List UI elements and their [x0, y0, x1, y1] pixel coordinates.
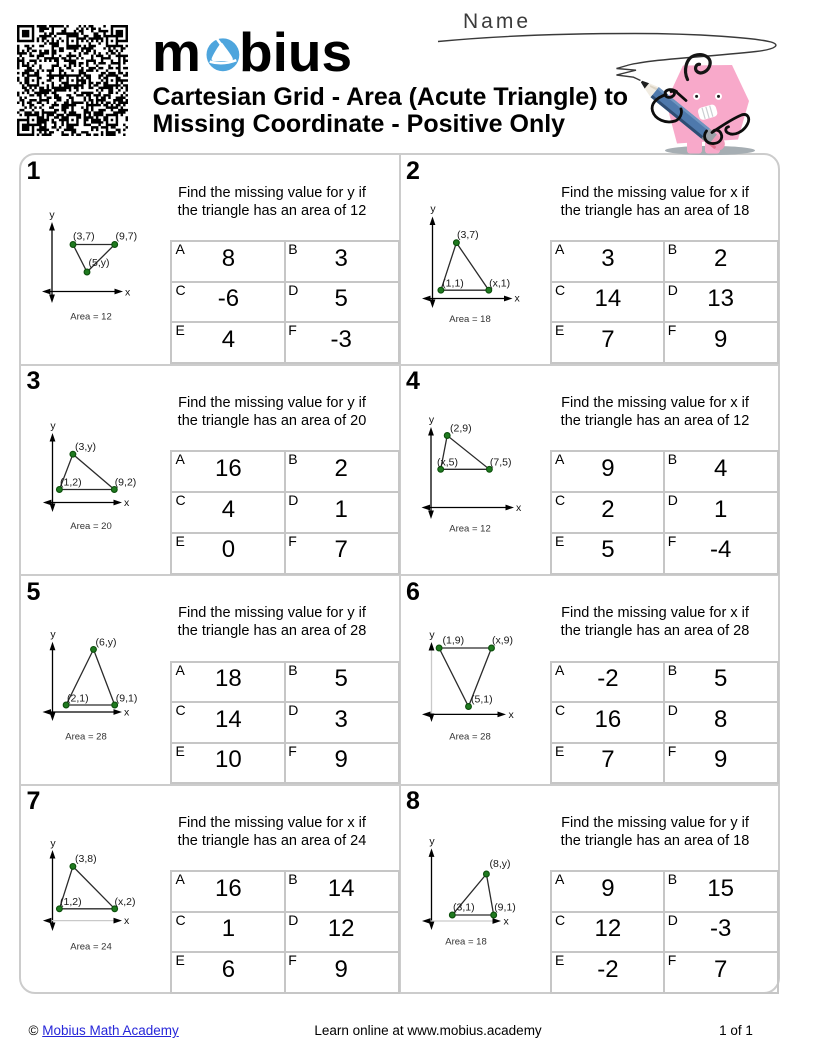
- svg-text:y: y: [50, 629, 56, 641]
- svg-text:x: x: [125, 287, 131, 299]
- svg-text:y: y: [49, 209, 55, 221]
- svg-text:(2,1): (2,1): [67, 692, 89, 704]
- svg-text:(3,y): (3,y): [75, 441, 96, 453]
- svg-text:Area = 28: Area = 28: [65, 732, 106, 743]
- svg-text:(9,7): (9,7): [116, 231, 138, 243]
- svg-text:(2,9): (2,9): [450, 423, 472, 435]
- svg-text:(x,1): (x,1): [489, 277, 510, 289]
- svg-text:y: y: [429, 629, 435, 641]
- svg-text:y: y: [50, 838, 56, 850]
- svg-text:y: y: [430, 203, 436, 215]
- svg-text:x: x: [124, 915, 130, 927]
- svg-text:y: y: [429, 414, 435, 426]
- svg-text:x: x: [124, 707, 130, 719]
- svg-text:(3,7): (3,7): [73, 231, 95, 243]
- svg-text:Area = 18: Area = 18: [445, 937, 486, 948]
- svg-text:(5,y): (5,y): [89, 257, 110, 269]
- svg-text:x: x: [516, 502, 522, 514]
- svg-text:(3,1): (3,1): [453, 901, 475, 913]
- svg-text:Area = 12: Area = 12: [449, 524, 490, 535]
- svg-text:(9,2): (9,2): [115, 477, 137, 489]
- svg-text:(1,2): (1,2): [60, 477, 82, 489]
- svg-text:(x,5): (x,5): [437, 457, 458, 469]
- svg-text:Area = 18: Area = 18: [449, 314, 490, 325]
- svg-text:(5,1): (5,1): [471, 693, 493, 705]
- svg-text:(1,9): (1,9): [443, 635, 465, 647]
- svg-text:(3,8): (3,8): [75, 853, 97, 865]
- svg-text:x: x: [515, 293, 521, 305]
- svg-text:x: x: [124, 497, 130, 509]
- svg-text:Area = 28: Area = 28: [449, 732, 490, 743]
- svg-text:(3,7): (3,7): [457, 229, 479, 241]
- svg-text:y: y: [429, 836, 435, 848]
- svg-text:(1,2): (1,2): [60, 896, 82, 908]
- svg-text:(7,5): (7,5): [490, 457, 512, 469]
- svg-text:(1,1): (1,1): [442, 277, 464, 289]
- svg-text:Area = 24: Area = 24: [70, 942, 111, 953]
- svg-text:x: x: [504, 916, 510, 928]
- svg-text:(9,1): (9,1): [494, 901, 516, 913]
- svg-text:y: y: [50, 420, 56, 432]
- svg-text:Area = 12: Area = 12: [70, 312, 111, 323]
- svg-text:(8,y): (8,y): [490, 858, 511, 870]
- svg-text:Area = 20: Area = 20: [70, 521, 111, 532]
- svg-text:(9,1): (9,1): [116, 692, 138, 704]
- svg-text:x: x: [509, 709, 515, 721]
- svg-text:(x,2): (x,2): [115, 896, 136, 908]
- svg-text:(6,y): (6,y): [96, 637, 117, 649]
- svg-text:(x,9): (x,9): [492, 635, 513, 647]
